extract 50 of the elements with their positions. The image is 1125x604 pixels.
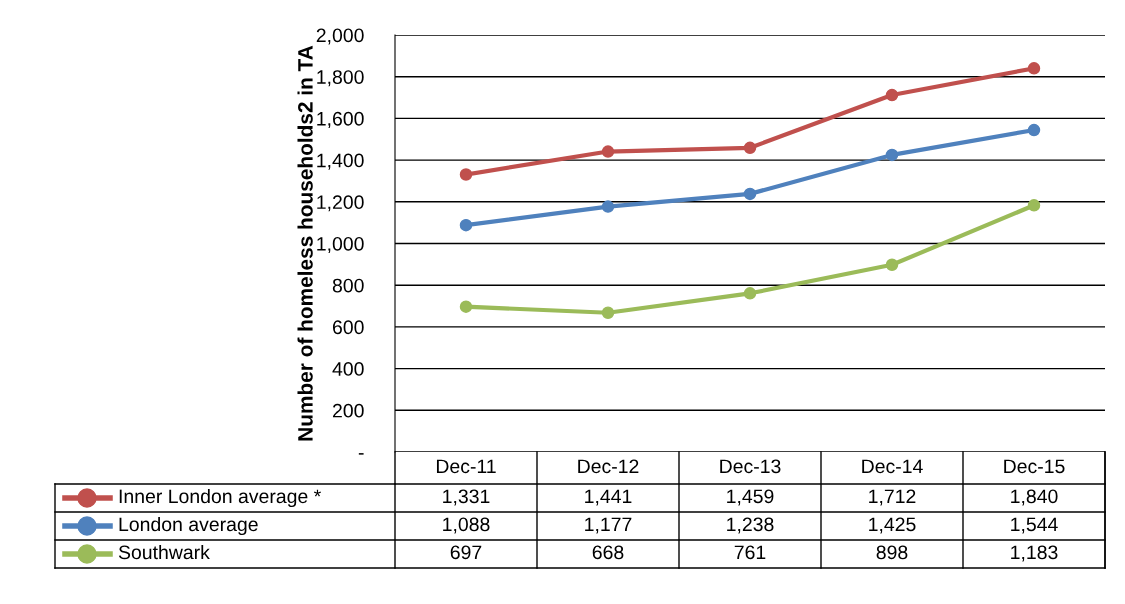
y-tick-label: 1,000: [317, 236, 364, 254]
x-tick-label: Dec-13: [720, 459, 781, 474]
data-label: 1,840: [1011, 489, 1058, 506]
x-tick-label: Dec-14: [862, 459, 923, 474]
y-tick-label: 1,800: [317, 70, 364, 87]
y-tick-label: 1,200: [317, 195, 364, 212]
data-label: 1,441: [585, 489, 632, 506]
x-tick-label: Dec-15: [1004, 459, 1065, 474]
data-label: 1,425: [869, 517, 916, 534]
legend-label: London average: [119, 516, 258, 536]
point: [885, 88, 899, 102]
point: [1027, 199, 1041, 212]
point: [601, 145, 615, 158]
data-label: 1,544: [1011, 517, 1058, 534]
data-label: 761: [734, 545, 766, 560]
x-tick-label: Dec-12: [578, 459, 639, 474]
point: [1027, 123, 1041, 137]
legend-label: Southwark: [118, 544, 210, 560]
y-tick-label: 600: [332, 320, 364, 335]
x-tick-label: Dec-11: [436, 459, 496, 474]
point: [743, 287, 757, 300]
data-label: 898: [876, 545, 908, 560]
y-axis-title: Number of homeless households2 in TA: [297, 45, 313, 441]
y-tick-label: 2,000: [316, 28, 364, 45]
legend-label: Inner London average *: [119, 488, 321, 508]
y-tick-label: 1,600: [317, 111, 364, 128]
y-tick-label: 400: [332, 362, 364, 376]
point: [885, 148, 899, 162]
point: [601, 306, 615, 319]
point: [743, 141, 757, 155]
data-label: 668: [592, 545, 624, 560]
point: [459, 300, 473, 313]
data-label: 697: [450, 545, 482, 560]
point: [885, 258, 899, 272]
y-tick-label: 800: [332, 278, 364, 293]
point: [459, 168, 473, 181]
point: [743, 187, 757, 201]
data-label: 1,177: [585, 517, 632, 534]
y-tick-label: 1,400: [317, 153, 364, 170]
data-label: 1,712: [869, 489, 916, 506]
point: [1027, 62, 1041, 75]
data-label: 1,238: [727, 517, 774, 534]
data-label: 1,183: [1011, 545, 1058, 562]
point: [601, 200, 615, 213]
y-tick-label: -: [358, 453, 364, 455]
data-label: 1,331: [443, 489, 490, 506]
data-label: 1,088: [443, 517, 490, 534]
data-label: 1,459: [727, 489, 774, 506]
point: [459, 218, 473, 232]
y-tick-label: 200: [332, 403, 364, 418]
